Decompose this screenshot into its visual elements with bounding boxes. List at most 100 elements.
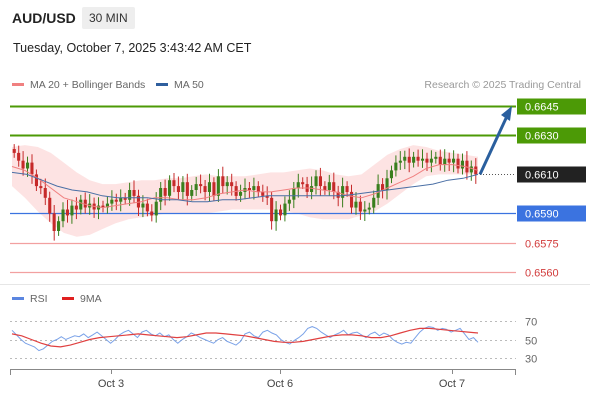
- chart-header: AUD/USD 30 MIN: [0, 0, 590, 36]
- candle-body: [172, 180, 176, 187]
- legend-rsi: RSI: [12, 293, 48, 305]
- rsi-tick-label: 50: [525, 336, 537, 348]
- candle-body: [314, 176, 318, 187]
- candle-body: [79, 199, 83, 210]
- candle-body: [416, 156, 420, 161]
- candle-body: [385, 178, 389, 190]
- candle-body: [181, 182, 185, 192]
- candle-body: [292, 188, 296, 200]
- candle-body: [469, 166, 473, 173]
- candle-body: [372, 197, 376, 208]
- timestamp: Tuesday, October 7, 2025 3:43:42 AM CET: [13, 41, 252, 55]
- candle-body: [363, 209, 367, 212]
- candle-body: [341, 186, 345, 198]
- candle-body: [394, 162, 398, 171]
- candle-body: [216, 176, 220, 196]
- candle-body: [296, 182, 300, 189]
- candle-body: [132, 190, 136, 196]
- candle-body: [447, 158, 451, 163]
- candle-body: [110, 199, 114, 204]
- level-tag-0.6645: [517, 98, 586, 115]
- rsi-ma-swatch: [62, 296, 74, 300]
- candle-body: [456, 158, 460, 169]
- candle-body: [190, 190, 194, 196]
- candle-body: [421, 158, 425, 161]
- candle-body: [150, 211, 154, 216]
- candle-body: [199, 184, 203, 187]
- candle-body: [48, 197, 52, 214]
- candle-body: [283, 203, 287, 216]
- candle-body: [119, 197, 123, 202]
- candle-body: [176, 186, 180, 192]
- credit-text: Research © 2025 Trading Central: [424, 79, 581, 91]
- candle-body: [30, 162, 34, 175]
- candle-body: [274, 209, 278, 222]
- candle-body: [358, 201, 362, 212]
- candle-body: [389, 170, 393, 179]
- candle-body: [310, 186, 314, 192]
- candle-body: [230, 182, 234, 187]
- candle-body: [21, 160, 25, 169]
- level-label-0.6575: 0.6575: [525, 239, 559, 251]
- candle-body: [301, 182, 305, 185]
- candle-body: [287, 199, 291, 204]
- candle-body: [398, 160, 402, 163]
- projection-arrowhead: [501, 106, 512, 121]
- candle-body: [163, 188, 167, 196]
- candle-body: [460, 160, 464, 169]
- legend-rsi-ma: 9MA: [62, 293, 102, 305]
- candle-body: [270, 197, 274, 222]
- candle-body: [425, 158, 429, 163]
- candle-body: [403, 156, 407, 161]
- rsi-ma-label: 9MA: [80, 293, 102, 305]
- level-label-0.6610: 0.6610: [525, 170, 559, 182]
- rsi-swatch: [12, 296, 24, 300]
- candle-body: [123, 197, 127, 200]
- candle-body: [434, 156, 438, 159]
- candle-body: [70, 205, 74, 216]
- legend-ma20: MA 20 + Bollinger Bands: [12, 79, 145, 91]
- rsi-tick-label: 70: [525, 317, 537, 329]
- candle-body: [57, 221, 61, 231]
- rsi-ma-line: [11, 327, 479, 348]
- ma50-label: MA 50: [174, 79, 204, 91]
- candle-body: [350, 191, 354, 208]
- candle-body: [474, 166, 478, 175]
- candle-body: [203, 186, 207, 192]
- candle-body: [114, 199, 118, 202]
- level-label-0.6560: 0.6560: [525, 268, 559, 280]
- candle-body: [185, 182, 189, 196]
- candle-body: [61, 209, 65, 222]
- candle-body: [345, 186, 349, 192]
- ma50-swatch: [156, 82, 168, 86]
- candle-body: [39, 186, 43, 189]
- candle-body: [101, 205, 105, 208]
- candle-body: [438, 156, 442, 165]
- candle-body: [34, 174, 38, 187]
- candle-body: [212, 182, 216, 196]
- candle-body: [318, 176, 322, 187]
- candle-body: [128, 190, 132, 200]
- candle-body: [256, 186, 260, 192]
- timeframe-badge[interactable]: 30 MIN: [82, 7, 135, 29]
- x-tick-label: Oct 6: [267, 378, 293, 390]
- candle-body: [43, 188, 47, 198]
- candle-body: [367, 207, 371, 210]
- candle-body: [221, 176, 225, 187]
- candle-body: [83, 199, 87, 208]
- candle-body: [443, 158, 447, 165]
- candle-body: [279, 209, 283, 216]
- candle-body: [336, 191, 340, 198]
- candle-body: [265, 195, 269, 198]
- candle-body: [154, 201, 158, 216]
- candle-body: [97, 205, 101, 210]
- candle-body: [12, 149, 16, 153]
- candle-body: [354, 201, 358, 208]
- x-tick-label: Oct 3: [98, 378, 124, 390]
- candle-body: [247, 188, 251, 190]
- candle-body: [252, 186, 256, 190]
- candle-body: [323, 186, 327, 190]
- level-tag-0.6610: [517, 166, 586, 183]
- symbol-title: AUD/USD: [12, 10, 76, 26]
- candle-body: [327, 182, 331, 190]
